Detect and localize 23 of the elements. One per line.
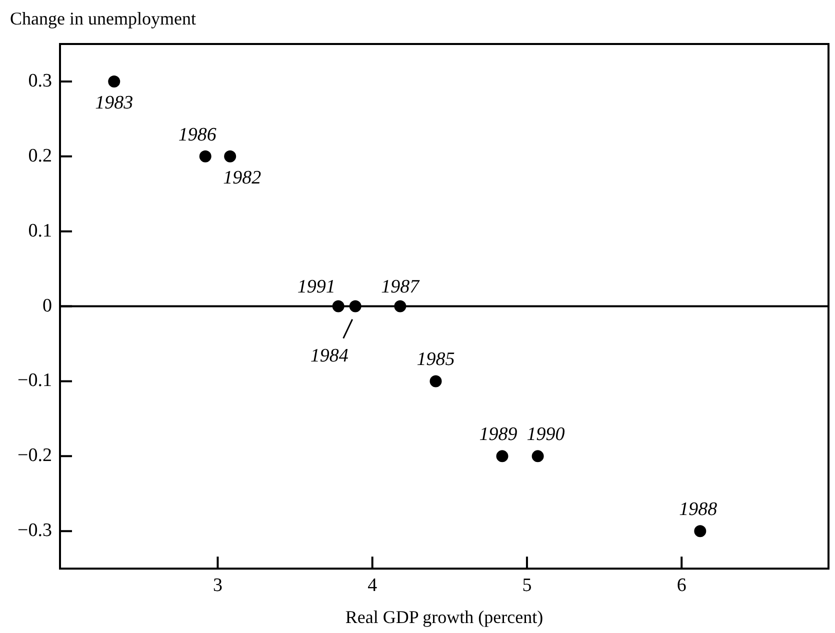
annotation: 1991 xyxy=(297,276,336,298)
y-tick-label: 0 xyxy=(42,295,52,316)
annotation: 1987 xyxy=(381,276,421,298)
x-tick-label: 3 xyxy=(212,574,222,596)
annotation: 1985 xyxy=(416,349,455,370)
y-tick-label: 0.1 xyxy=(28,220,52,242)
y-tick-label: −0.3 xyxy=(18,520,52,542)
annotation: 1988 xyxy=(679,499,718,520)
annotation: 1986 xyxy=(178,124,217,146)
annotation: 1983 xyxy=(95,92,134,114)
x-tick-label: 4 xyxy=(368,574,378,596)
x-tick-label: 5 xyxy=(522,574,532,596)
annotation: 1984 xyxy=(310,345,349,366)
annotation: 1982 xyxy=(223,167,262,188)
y-tick-label: −0.1 xyxy=(18,370,52,392)
y-tick-label: 0.2 xyxy=(28,145,52,166)
y-tick-label: 0.3 xyxy=(28,70,52,92)
y-axis-title: Change in unemployment xyxy=(10,8,196,29)
annotation: 1990 xyxy=(526,424,566,446)
x-axis-title: Real GDP growth (percent) xyxy=(345,606,544,627)
y-tick-label: −0.2 xyxy=(18,445,52,466)
x-tick-label: 6 xyxy=(676,574,686,596)
annotation: 1989 xyxy=(479,424,518,446)
